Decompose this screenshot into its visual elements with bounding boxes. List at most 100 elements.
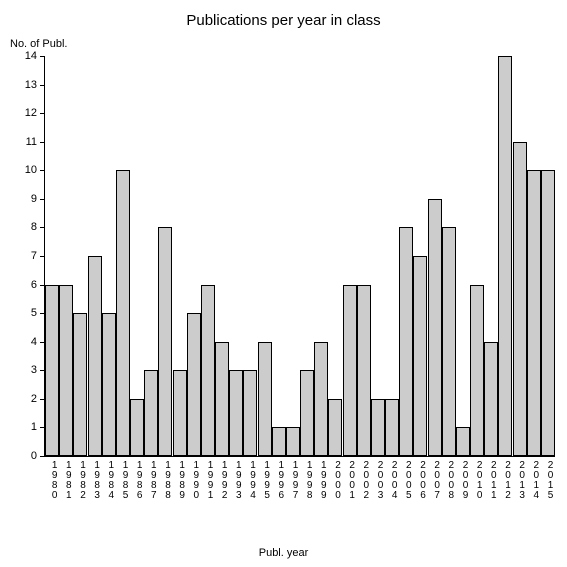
y-tick-label: 2	[31, 393, 37, 405]
bar	[130, 399, 144, 456]
x-tick-label: 1984	[102, 460, 116, 500]
y-tick	[40, 56, 45, 57]
bar	[484, 342, 498, 456]
y-axis-label: No. of Publ.	[10, 38, 67, 50]
x-tick-label: 1980	[45, 460, 59, 500]
bar	[442, 227, 456, 456]
bar	[399, 227, 413, 456]
bar	[144, 370, 158, 456]
chart-container: Publications per year in class No. of Pu…	[0, 0, 567, 567]
x-tick-label: 1998	[300, 460, 314, 500]
x-tick-label: 1986	[130, 460, 144, 500]
bar	[102, 313, 116, 456]
x-tick-label: 2000	[328, 460, 342, 500]
x-tick-label: 2007	[428, 460, 442, 500]
x-tick-label: 2003	[371, 460, 385, 500]
x-tick-label: 1994	[243, 460, 257, 500]
bar	[385, 399, 399, 456]
y-tick-label: 6	[31, 279, 37, 291]
x-tick-label: 1985	[116, 460, 130, 500]
x-tick-label: 2010	[470, 460, 484, 500]
y-tick-label: 3	[31, 364, 37, 376]
bar	[201, 285, 215, 456]
bar	[527, 170, 541, 456]
y-tick-label: 14	[25, 50, 37, 62]
bar	[470, 285, 484, 456]
bar	[286, 427, 300, 456]
y-tick	[40, 170, 45, 171]
bar	[116, 170, 130, 456]
bar	[413, 256, 427, 456]
x-tick-label: 1999	[314, 460, 328, 500]
bar	[498, 56, 512, 456]
y-tick	[40, 256, 45, 257]
y-tick-label: 9	[31, 193, 37, 205]
x-tick-label: 1993	[229, 460, 243, 500]
x-tick-label: 1991	[201, 460, 215, 500]
x-tick-label: 2015	[541, 460, 555, 500]
y-tick-label: 10	[25, 164, 37, 176]
y-tick-label: 0	[31, 450, 37, 462]
y-tick-label: 5	[31, 307, 37, 319]
bar	[513, 142, 527, 456]
x-tick-label: 2014	[527, 460, 541, 500]
x-tick-label: 2002	[357, 460, 371, 500]
x-tick-label: 1987	[144, 460, 158, 500]
x-tick-label: 1988	[158, 460, 172, 500]
x-tick-label: 1983	[88, 460, 102, 500]
plot-area: 0123456789101112131419801981198219831984…	[44, 56, 555, 457]
x-tick-label: 1995	[258, 460, 272, 500]
bar	[229, 370, 243, 456]
y-tick	[40, 227, 45, 228]
y-tick	[40, 199, 45, 200]
y-tick-label: 1	[31, 421, 37, 433]
bar	[300, 370, 314, 456]
x-tick-label: 1996	[272, 460, 286, 500]
bar	[357, 285, 371, 456]
y-tick	[40, 85, 45, 86]
bar	[243, 370, 257, 456]
bar	[59, 285, 73, 456]
bar	[158, 227, 172, 456]
x-tick-label: 2006	[413, 460, 427, 500]
bar	[314, 342, 328, 456]
x-tick-label: 1990	[187, 460, 201, 500]
x-tick-label: 2001	[343, 460, 357, 500]
bar	[456, 427, 470, 456]
bar	[73, 313, 87, 456]
bar	[328, 399, 342, 456]
y-tick-label: 4	[31, 336, 37, 348]
x-tick-label: 2008	[442, 460, 456, 500]
bar	[371, 399, 385, 456]
x-tick-label: 1981	[59, 460, 73, 500]
x-tick-label: 1997	[286, 460, 300, 500]
bar	[88, 256, 102, 456]
x-tick-label: 2011	[484, 460, 498, 500]
x-tick-label: 1992	[215, 460, 229, 500]
bar	[45, 285, 59, 456]
y-tick-label: 7	[31, 250, 37, 262]
bar	[258, 342, 272, 456]
x-tick-label: 2012	[498, 460, 512, 500]
x-tick-label: 1989	[173, 460, 187, 500]
y-tick	[40, 142, 45, 143]
bar	[272, 427, 286, 456]
bar	[215, 342, 229, 456]
bar	[428, 199, 442, 456]
bar	[173, 370, 187, 456]
y-tick	[40, 113, 45, 114]
bar	[187, 313, 201, 456]
bar	[343, 285, 357, 456]
x-tick-label: 2013	[513, 460, 527, 500]
x-tick-label: 2005	[399, 460, 413, 500]
x-axis-label: Publ. year	[0, 547, 567, 559]
y-tick-label: 12	[25, 107, 37, 119]
bar	[541, 170, 555, 456]
y-tick	[40, 456, 45, 457]
x-tick-label: 1982	[73, 460, 87, 500]
x-tick-label: 2009	[456, 460, 470, 500]
y-tick-label: 13	[25, 79, 37, 91]
chart-title: Publications per year in class	[0, 12, 567, 29]
y-tick-label: 8	[31, 221, 37, 233]
x-tick-label: 2004	[385, 460, 399, 500]
